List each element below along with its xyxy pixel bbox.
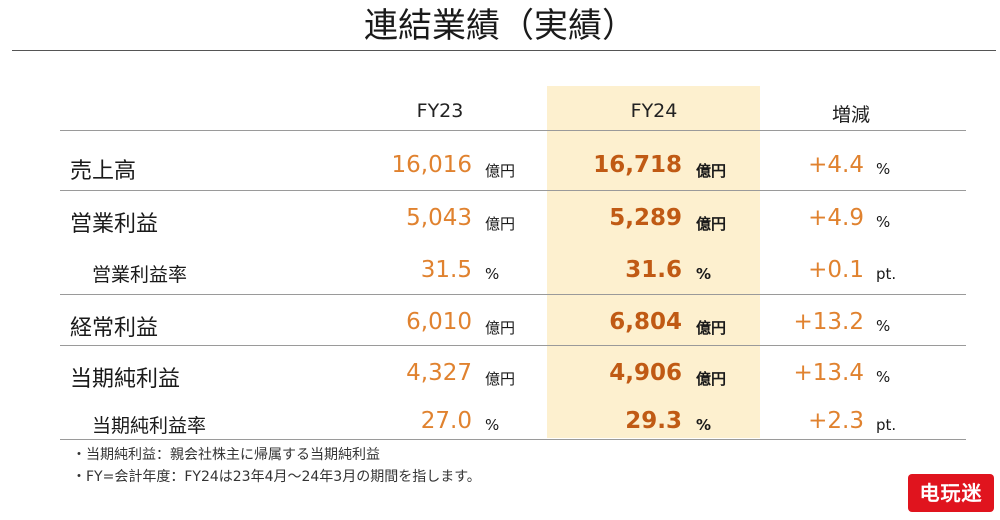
fy23-unit: % — [485, 416, 500, 434]
fy24-value: 31.6 — [625, 257, 682, 283]
fy24-value: 16,718 — [593, 152, 682, 178]
row-label: 営業利益率 — [92, 264, 188, 286]
change-value: +2.3 — [808, 408, 864, 434]
table-divider — [60, 345, 966, 346]
change-unit: % — [876, 368, 891, 386]
table-divider — [60, 190, 966, 191]
fy24-unit: 億円 — [696, 319, 727, 337]
column-header-fy24: FY24 — [630, 100, 678, 122]
change-unit: % — [876, 317, 891, 335]
change-unit: pt. — [876, 416, 897, 434]
change-value: +0.1 — [808, 257, 864, 283]
fy23-unit: 億円 — [485, 162, 516, 180]
table-row: 売上高 16,016 億円 16,718 億円 +4.4 % — [0, 140, 1000, 192]
fy23-value: 5,043 — [406, 205, 472, 231]
title-divider — [12, 50, 996, 51]
fy23-unit: % — [485, 265, 500, 283]
table-row: 営業利益率 31.5 % 31.6 % +0.1 pt. — [0, 245, 1000, 297]
row-label: 当期純利益 — [70, 367, 181, 392]
table-divider — [60, 130, 966, 131]
fy24-column-highlight — [547, 86, 760, 438]
row-label: 売上高 — [70, 159, 137, 184]
change-value: +13.4 — [793, 360, 864, 386]
change-value: +13.2 — [793, 309, 864, 335]
watermark-logo: 电玩迷 — [908, 474, 994, 512]
fy24-value: 29.3 — [625, 408, 682, 434]
column-header-change: 増減 — [831, 104, 870, 126]
fy24-value: 6,804 — [609, 309, 682, 335]
table-row: 営業利益 5,043 億円 5,289 億円 +4.9 % — [0, 193, 1000, 245]
fy24-value: 5,289 — [609, 205, 682, 231]
change-value: +4.4 — [808, 152, 864, 178]
fy23-value: 4,327 — [406, 360, 472, 386]
change-unit: pt. — [876, 265, 897, 283]
table-row: 当期純利益率 27.0 % 29.3 % +2.3 pt. — [0, 396, 1000, 448]
fy23-value: 6,010 — [406, 309, 472, 335]
table-row: 当期純利益 4,327 億円 4,906 億円 +13.4 % — [0, 348, 1000, 400]
fy23-value: 31.5 — [420, 257, 472, 283]
fy24-value: 4,906 — [609, 360, 682, 386]
fy23-unit: 億円 — [485, 319, 516, 337]
change-value: +4.9 — [808, 205, 864, 231]
row-label: 当期純利益率 — [92, 415, 207, 437]
fy23-unit: 億円 — [485, 370, 516, 388]
table-row: 経常利益 6,010 億円 6,804 億円 +13.2 % — [0, 297, 1000, 349]
fy23-value: 16,016 — [391, 152, 472, 178]
fy24-unit: 億円 — [696, 162, 727, 180]
fy24-unit: % — [696, 265, 712, 283]
fy24-unit: 億円 — [696, 215, 727, 233]
page-title: 連結業績（実績） — [364, 6, 636, 46]
row-label: 営業利益 — [70, 212, 159, 237]
fy24-unit: % — [696, 416, 712, 434]
fy23-value: 27.0 — [420, 408, 472, 434]
fy23-unit: 億円 — [485, 215, 516, 233]
row-label: 経常利益 — [70, 316, 159, 341]
table-divider — [60, 294, 966, 295]
change-unit: % — [876, 213, 891, 231]
column-header-fy23: FY23 — [416, 100, 464, 122]
footnote-fiscal-year: ・FY=会計年度：FY24は23年4月～24年3月の期間を指します。 — [72, 469, 481, 485]
change-unit: % — [876, 160, 891, 178]
table-divider — [60, 439, 966, 440]
footnote-net-income: ・当期純利益：親会社株主に帰属する当期純利益 — [72, 447, 380, 463]
fy24-unit: 億円 — [696, 370, 727, 388]
